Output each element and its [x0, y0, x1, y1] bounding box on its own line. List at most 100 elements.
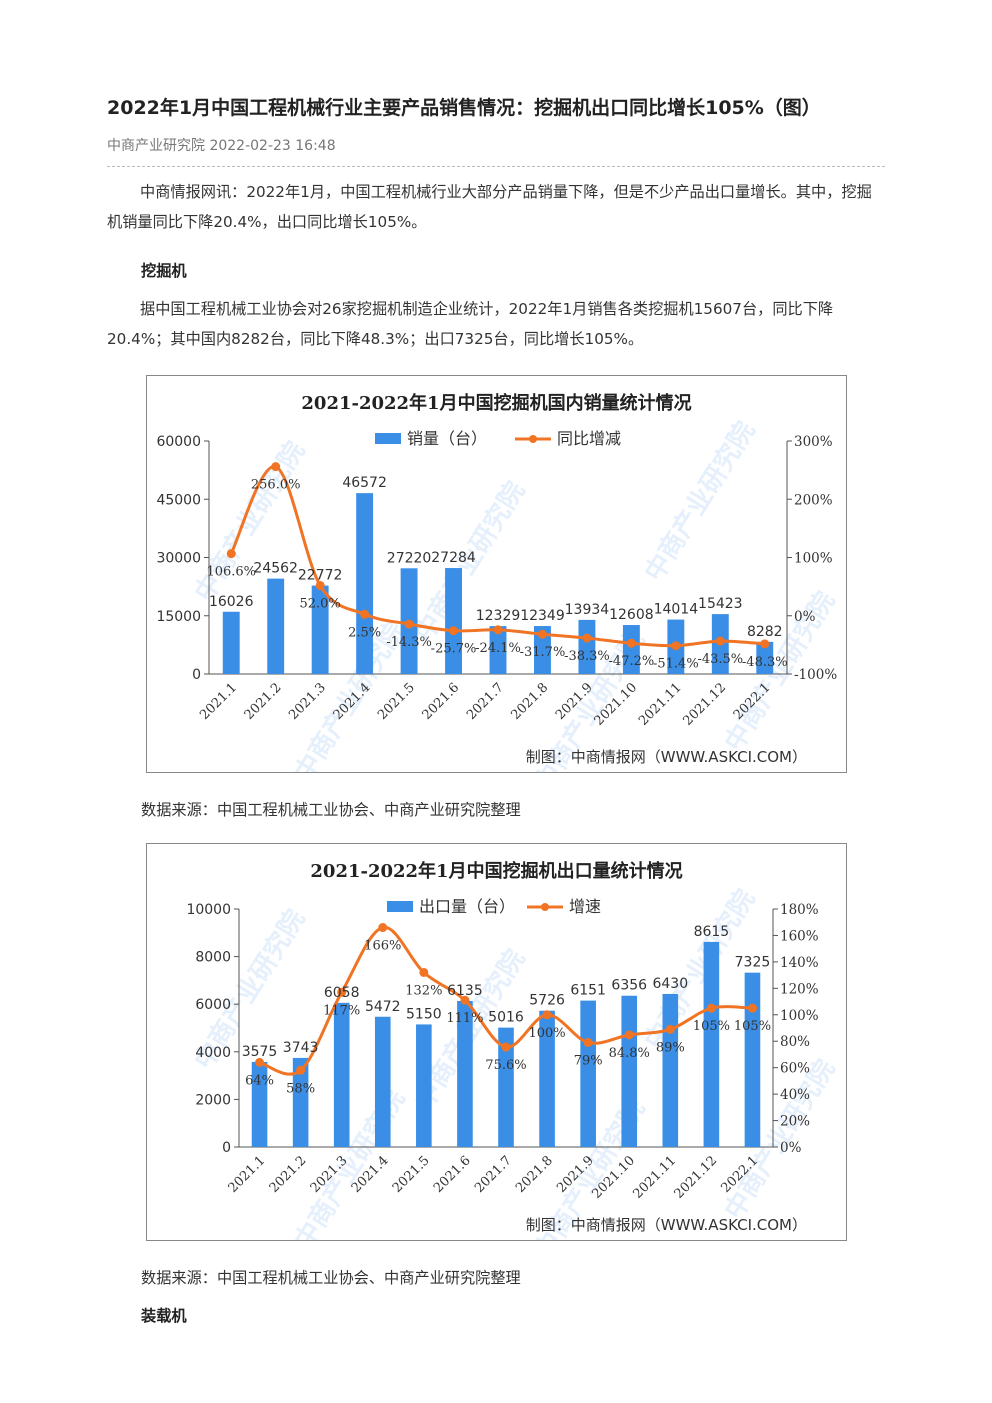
line-value-label: -25.7% [431, 642, 477, 657]
bar-value-label: 13934 [565, 602, 610, 618]
line-value-label: 58% [286, 1081, 315, 1096]
line-point [255, 1057, 265, 1067]
line-value-label: -24.1% [475, 641, 521, 656]
legend-label-line: 增速 [569, 897, 601, 916]
article-meta: 中商产业研究院 2022-02-23 16:48 [107, 138, 336, 154]
bar-value-label: 5472 [365, 999, 401, 1015]
y-right-tick-label: 80% [780, 1034, 810, 1050]
bar-value-label: 5726 [529, 993, 565, 1009]
bar-value-label: 8615 [694, 924, 730, 940]
line-point [226, 549, 236, 559]
line-value-label: 52.0% [299, 596, 340, 611]
y-right-tick-label: 20% [780, 1114, 810, 1130]
watermark-text: 中商产业研究院 [638, 416, 761, 587]
line-point [715, 636, 725, 646]
y-left-tick-label: 8000 [195, 950, 231, 966]
line-point [315, 580, 325, 590]
chart-source-1: 数据来源：中国工程机械工业协会、中商产业研究院整理 [141, 801, 521, 819]
y-left-tick-label: 6000 [195, 997, 231, 1013]
y-left-tick-label: 60000 [156, 434, 201, 450]
y-right-tick-label: 0% [794, 609, 816, 625]
x-tick-label: 2021.8 [513, 1153, 556, 1196]
y-left-tick-label: 45000 [156, 492, 201, 508]
line-value-label: 105% [734, 1019, 771, 1034]
y-right-tick-label: -100% [794, 667, 837, 683]
chart-credit: 制图：中商情报网（WWW.ASKCI.COM） [526, 748, 807, 766]
bar-value-label: 3575 [242, 1044, 278, 1060]
line-value-label: 79% [574, 1054, 603, 1069]
line-point [460, 995, 470, 1005]
y-right-tick-label: 300% [794, 434, 833, 450]
bar-value-label: 15423 [698, 596, 743, 612]
bar [333, 1002, 350, 1147]
line-value-label: -51.4% [653, 657, 699, 672]
bar [580, 1000, 596, 1147]
line-value-label: 117% [323, 1003, 360, 1018]
line-point [760, 639, 770, 649]
bar-value-label: 12349 [520, 608, 565, 624]
line-point [542, 1010, 552, 1020]
line-value-label: 89% [656, 1040, 685, 1055]
bar-value-label: 6135 [447, 983, 483, 999]
line-value-label: 84.8% [609, 1046, 650, 1061]
bar-value-label: 22772 [298, 568, 343, 584]
x-tick-label: 2021.12 [672, 1153, 721, 1202]
x-tick-label: 2021.11 [636, 680, 685, 729]
bar [267, 578, 285, 674]
y-right-tick-label: 40% [780, 1087, 810, 1103]
legend-swatch-bar [387, 901, 413, 912]
x-tick-label: 2021.5 [390, 1153, 433, 1196]
line-point [493, 625, 503, 635]
x-tick-label: 2021.6 [420, 680, 463, 723]
bar-value-label: 7325 [735, 955, 771, 971]
chart-export-svg: 中商产业研究院中商产业研究院中商产业研究院中商产业研究院中商产业研究院中商产业研… [186, 860, 841, 1240]
bar-value-label: 5150 [406, 1006, 442, 1022]
line-value-label: 75.6% [485, 1058, 526, 1073]
bar [457, 1000, 473, 1147]
legend-swatch-marker [529, 435, 537, 443]
line-value-label: 256.0% [251, 478, 301, 493]
line-value-label: 105% [693, 1019, 730, 1034]
bar-value-label: 12329 [476, 608, 521, 624]
line-point [501, 1042, 511, 1052]
line-point [419, 967, 429, 977]
bar [222, 611, 240, 674]
line-point [296, 1065, 306, 1075]
bar [311, 585, 329, 674]
y-right-tick-label: 180% [780, 902, 819, 918]
y-right-tick-label: 160% [780, 928, 819, 944]
y-left-tick-label: 30000 [156, 551, 201, 567]
line-point [665, 1024, 675, 1034]
line-value-label: -47.2% [609, 654, 655, 669]
legend-label-bar: 出口量（台） [419, 897, 515, 916]
y-left-tick-label: 0 [222, 1140, 231, 1156]
article-title: 2022年1月中国工程机械行业主要产品销售情况：挖掘机出口同比增长105%（图） [107, 97, 821, 119]
bar [756, 641, 774, 674]
bar [498, 1027, 514, 1147]
bar [534, 626, 551, 674]
line-point [626, 638, 636, 648]
bar-value-label: 46572 [342, 475, 387, 491]
line-point [747, 1003, 757, 1013]
line-point [537, 629, 547, 639]
y-left-tick-label: 10000 [186, 902, 231, 918]
divider [107, 166, 885, 167]
line-point [271, 462, 281, 472]
y-left-tick-label: 4000 [195, 1045, 231, 1061]
x-tick-label: 2021.2 [267, 1153, 310, 1196]
bar-value-label: 3743 [283, 1040, 319, 1056]
bar [292, 1057, 309, 1147]
line-point [360, 609, 370, 619]
line-value-label: 106.6% [206, 565, 256, 580]
bar [703, 941, 720, 1147]
legend-label-line: 同比增减 [557, 429, 621, 448]
line-value-label: -31.7% [520, 645, 566, 660]
line-point [624, 1030, 634, 1040]
bar [621, 995, 638, 1147]
y-right-tick-label: 100% [780, 1008, 819, 1024]
section-heading-excavator: 挖掘机 [141, 262, 187, 280]
line-point [404, 619, 414, 629]
bar-value-label: 27284 [431, 550, 476, 566]
chart-credit: 制图：中商情报网（WWW.ASKCI.COM） [526, 1216, 807, 1234]
